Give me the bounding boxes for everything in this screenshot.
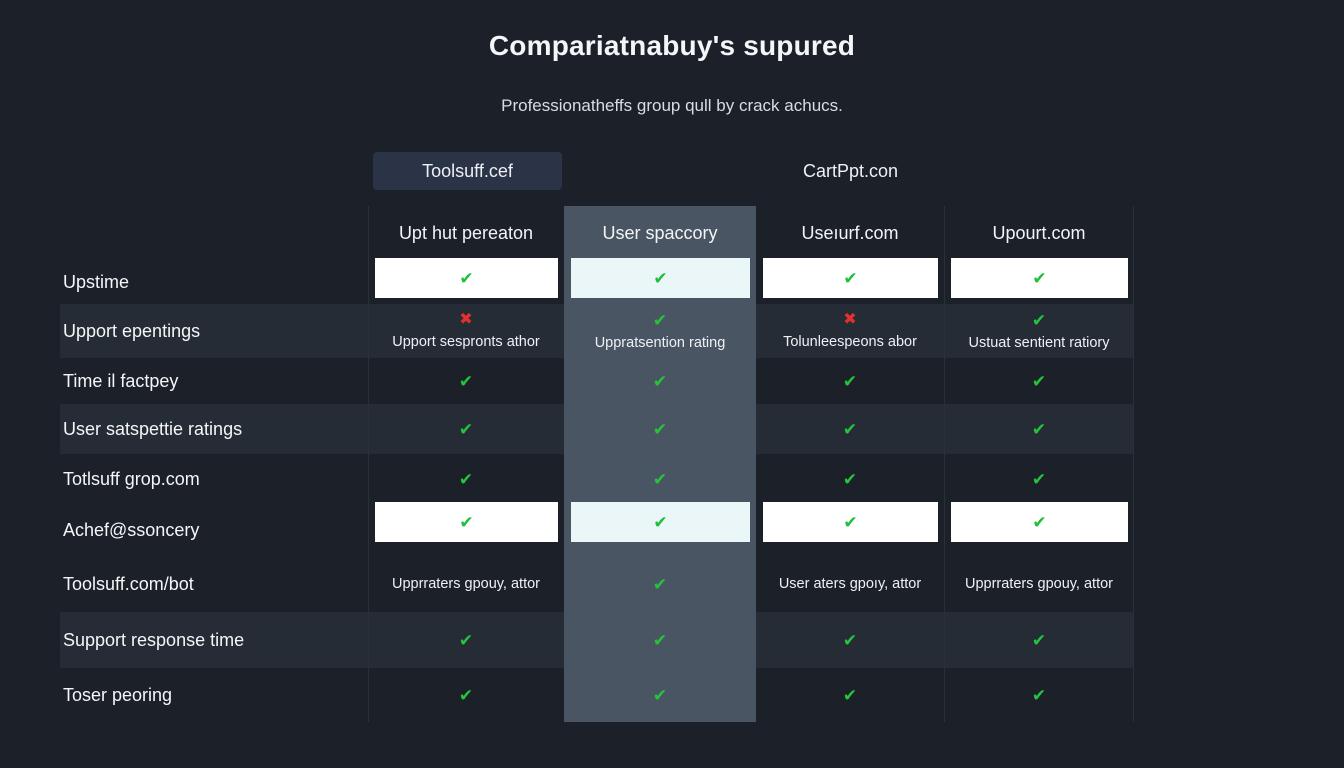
row-label: Time il factpey [63, 370, 179, 391]
cell-note: Tolunleespeons abor [783, 334, 917, 350]
table-cell: ✔ [564, 612, 756, 668]
check-icon: ✔ [458, 419, 474, 439]
column-header[interactable]: Useıurf.com [801, 222, 899, 243]
check-icon: ✔ [458, 371, 474, 391]
check-icon: ✔ [1031, 469, 1047, 489]
table-cell: ✔ [763, 502, 938, 542]
column-divider [944, 206, 945, 722]
table-cell: ✔ Uppratsention rating [564, 304, 756, 358]
column-header[interactable]: Upt hut pereaton [398, 222, 534, 243]
table-cell: ✔ Ustuat sentient ratiory [944, 304, 1134, 358]
table-cell: ✔ [944, 404, 1134, 454]
table-cell: ✔ [951, 258, 1128, 298]
table-cell: ✔ [944, 454, 1134, 504]
table-cell: ✔ [763, 258, 938, 298]
table-cell: ✖ Tolunleespeons abor [756, 304, 944, 358]
page-title: Compariatnabuy's supured [488, 30, 856, 61]
table-cell: ✔ [944, 358, 1134, 404]
table-cell: ✔ [368, 668, 564, 722]
tab-cartppt[interactable]: CartPpt.con [802, 160, 899, 181]
cross-icon: ✖ [843, 311, 857, 328]
check-icon: ✔ [1031, 419, 1047, 439]
table-cell: ✔ [756, 612, 944, 668]
table-cell: ✔ [375, 502, 558, 542]
tab-toolsuff[interactable]: Toolsuff.cef [373, 152, 562, 190]
table-cell: ✔ [368, 358, 564, 404]
check-icon: ✔ [652, 469, 668, 489]
table-cell: ✔ [564, 556, 756, 612]
table-cell: ✔ [756, 454, 944, 504]
page-subtitle: Professionatheffs group qull by crack ac… [501, 96, 843, 115]
check-icon: ✔ [1032, 512, 1047, 532]
table-cell: ✔ [564, 454, 756, 504]
table-cell: ✔ [944, 668, 1134, 722]
cell-note: Upprraters gpouy, attor [391, 576, 541, 592]
check-icon: ✔ [1031, 371, 1047, 391]
column-divider [1133, 206, 1134, 722]
table-cell: ✖ Upport sespronts athor [368, 304, 564, 358]
column-divider [368, 206, 369, 722]
check-icon: ✔ [1031, 630, 1047, 650]
table-cell: ✔ [368, 612, 564, 668]
table-cell: ✔ [571, 258, 750, 298]
check-icon: ✔ [652, 419, 668, 439]
table-cell: User aters gpoıy, attor [756, 556, 944, 612]
cell-note: User aters gpoıy, attor [778, 576, 922, 592]
table-cell: ✔ [756, 668, 944, 722]
check-icon: ✔ [842, 630, 858, 650]
check-icon: ✔ [842, 685, 858, 705]
row-label: Support response time [63, 629, 245, 650]
check-icon: ✔ [652, 310, 668, 330]
row-label: Achef@ssoncery [63, 519, 200, 540]
row-label: Toser peoring [63, 684, 173, 705]
check-icon: ✔ [652, 574, 668, 594]
table-cell: ✔ [951, 502, 1128, 542]
table-cell: Upprraters gpouy, attor [944, 556, 1134, 612]
check-icon: ✔ [1032, 268, 1047, 288]
check-icon: ✔ [653, 268, 668, 288]
row-label: Totlsuff grop.com [63, 468, 200, 489]
check-icon: ✔ [652, 630, 668, 650]
table-cell: ✔ [564, 404, 756, 454]
table-cell: ✔ [571, 502, 750, 542]
check-icon: ✔ [458, 469, 474, 489]
check-icon: ✔ [459, 512, 474, 532]
row-label: Upport epentings [63, 320, 201, 341]
table-cell: ✔ [564, 668, 756, 722]
check-icon: ✔ [842, 419, 858, 439]
check-icon: ✔ [458, 685, 474, 705]
row-label: Upstime [63, 271, 130, 292]
table-cell: ✔ [368, 404, 564, 454]
check-icon: ✔ [1031, 685, 1047, 705]
cell-note: Upport sespronts athor [392, 334, 540, 350]
check-icon: ✔ [653, 512, 668, 532]
row-label: Toolsuff.com/bot [63, 573, 194, 594]
check-icon: ✔ [842, 371, 858, 391]
table-cell: ✔ [944, 612, 1134, 668]
table-cell: ✔ [756, 358, 944, 404]
cross-icon: ✖ [459, 311, 473, 328]
table-cell: ✔ [375, 258, 558, 298]
cell-note: Uppratsention rating [594, 334, 726, 351]
table-cell: ✔ [368, 454, 564, 504]
table-cell: Upprraters gpouy, attor [368, 556, 564, 612]
check-icon: ✔ [459, 268, 474, 288]
check-icon: ✔ [843, 268, 858, 288]
table-cell: ✔ [564, 358, 756, 404]
check-icon: ✔ [652, 371, 668, 391]
check-icon: ✔ [458, 630, 474, 650]
check-icon: ✔ [1031, 310, 1047, 330]
column-header[interactable]: User spaccory [602, 222, 718, 243]
check-icon: ✔ [843, 512, 858, 532]
cell-note: Ustuat sentient ratiory [968, 334, 1110, 351]
column-header[interactable]: Upourt.com [992, 222, 1086, 243]
cell-note: Upprraters gpouy, attor [964, 576, 1114, 592]
check-icon: ✔ [652, 685, 668, 705]
check-icon: ✔ [842, 469, 858, 489]
row-label: User satspettie ratings [63, 418, 243, 439]
table-cell: ✔ [756, 404, 944, 454]
